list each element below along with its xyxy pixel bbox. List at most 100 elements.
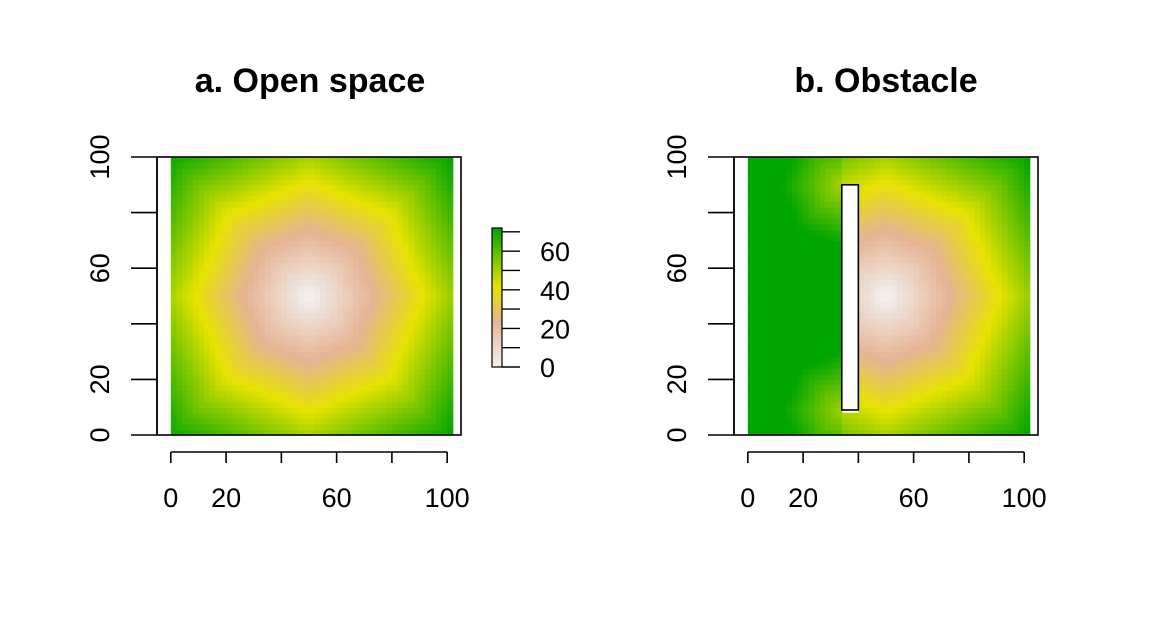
heatmap-cell <box>369 279 376 286</box>
heatmap-cell <box>769 223 777 230</box>
heatmap-cell <box>176 340 183 347</box>
heatmap-cell <box>353 212 360 219</box>
heatmap-cell <box>792 279 799 286</box>
heatmap-cell <box>342 257 349 264</box>
heatmap-cell <box>775 240 782 247</box>
heatmap-cell <box>808 218 815 225</box>
heatmap-cell <box>1007 373 1014 380</box>
heatmap-cell <box>187 284 194 292</box>
heatmap-cell <box>402 195 410 203</box>
heatmap-cell <box>908 212 915 219</box>
heatmap-cell <box>192 162 200 169</box>
heatmap-cell <box>242 418 249 425</box>
heatmap-cell <box>358 240 365 247</box>
heatmap-cell <box>803 296 810 303</box>
heatmap-cell <box>292 296 299 303</box>
heatmap-cell <box>930 357 937 364</box>
heatmap-cell <box>176 251 183 258</box>
heatmap-cell <box>803 201 810 208</box>
heatmap-cell <box>814 307 821 314</box>
heatmap-cell <box>847 412 854 419</box>
heatmap-cell <box>924 373 931 380</box>
heatmap-cell <box>441 429 448 436</box>
heatmap-cell <box>320 401 327 408</box>
heatmap-cell <box>1013 346 1020 353</box>
heatmap-cell <box>447 368 454 375</box>
heatmap-cell <box>758 318 765 325</box>
heatmap-cell <box>747 334 754 342</box>
heatmap-cell <box>198 245 205 253</box>
heatmap-cell <box>753 207 760 214</box>
heatmap-cell <box>803 307 810 314</box>
heatmap-cell <box>347 301 354 308</box>
heatmap-cell <box>935 273 942 280</box>
heatmap-cell <box>281 379 288 386</box>
heatmap-cell <box>930 212 937 219</box>
heatmap-cell <box>1007 218 1014 225</box>
heatmap-cell <box>924 312 931 319</box>
heatmap-cell <box>797 396 804 403</box>
heatmap-cell <box>979 346 987 353</box>
heatmap-cell <box>880 312 887 319</box>
heatmap-cell <box>303 240 310 247</box>
heatmap-cell <box>797 307 804 314</box>
heatmap-cell <box>275 157 282 164</box>
heatmap-cell <box>786 223 793 230</box>
heatmap-cell <box>237 301 244 308</box>
panel-b-title: b. Obstacle <box>794 62 977 100</box>
heatmap-cell <box>941 168 948 175</box>
heatmap-cell <box>419 318 426 325</box>
heatmap-cell <box>985 223 992 230</box>
heatmap-cell <box>913 251 920 258</box>
heatmap-cell <box>397 218 404 225</box>
heatmap-cell <box>331 296 338 303</box>
heatmap-cell <box>270 429 277 436</box>
heatmap-cell <box>808 318 815 325</box>
heatmap-cell <box>209 340 216 347</box>
heatmap-cell <box>880 318 887 325</box>
heatmap-cell <box>1018 207 1025 214</box>
heatmap-cell <box>792 284 799 292</box>
heatmap-cell <box>391 212 399 219</box>
heatmap-cell <box>226 229 233 236</box>
heatmap-cell <box>253 418 260 425</box>
heatmap-cell <box>902 273 909 280</box>
heatmap-cell <box>769 251 777 258</box>
heatmap-cell <box>391 368 399 375</box>
heatmap-cell <box>941 290 948 297</box>
heatmap-cell <box>391 279 399 286</box>
heatmap-cell <box>814 368 821 375</box>
heatmap-cell <box>286 207 294 214</box>
heatmap-cell <box>830 357 837 364</box>
heatmap-cell <box>974 401 981 408</box>
heatmap-cell <box>919 257 926 264</box>
heatmap-cell <box>946 245 953 253</box>
heatmap-cell <box>419 212 426 219</box>
heatmap-cell <box>880 262 887 269</box>
heatmap-cell <box>369 201 376 208</box>
heatmap-cell <box>968 373 976 380</box>
heatmap-cell <box>231 362 238 369</box>
heatmap-cell <box>874 179 882 186</box>
heatmap-cell <box>830 162 837 169</box>
heatmap-cell <box>353 340 360 347</box>
heatmap-cell <box>187 201 194 208</box>
heatmap-cell <box>342 329 349 336</box>
heatmap-cell <box>913 307 920 314</box>
heatmap-cell <box>968 357 976 364</box>
heatmap-cell <box>814 201 821 208</box>
heatmap-cell <box>259 312 266 319</box>
heatmap-cell <box>447 195 454 203</box>
heatmap-cell <box>991 418 998 425</box>
heatmap-cell <box>1013 396 1020 403</box>
heatmap-cell <box>991 346 998 353</box>
heatmap-cell <box>430 351 437 358</box>
heatmap-cell <box>869 334 876 342</box>
heatmap-cell <box>275 240 282 247</box>
heatmap-cell <box>419 323 426 330</box>
heatmap-cell <box>253 362 260 369</box>
heatmap-cell <box>863 418 871 425</box>
heatmap-cell <box>402 340 410 347</box>
heatmap-cell <box>1007 245 1014 253</box>
heatmap-cell <box>769 390 777 397</box>
